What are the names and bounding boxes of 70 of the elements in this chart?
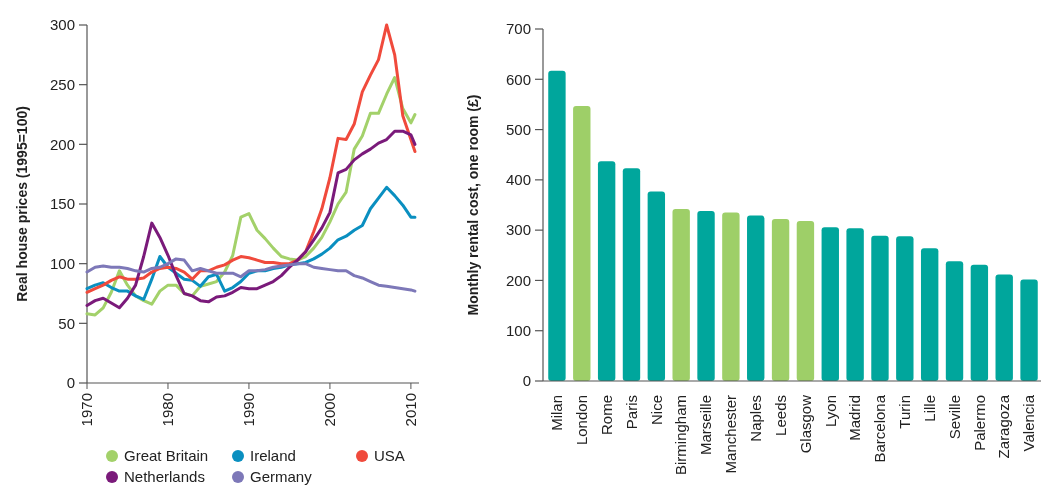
x-tick-label: Turin [896,395,914,429]
x-tick-label: Manchester [722,395,740,474]
bar [597,161,616,381]
x-tick-label: Leeds [771,395,789,436]
y-tick-label: 300 [49,16,75,34]
bar [573,105,591,381]
bar [796,221,815,381]
bar [945,261,964,381]
x-tick-label: Glasgow [796,394,814,454]
y-tick-label: 400 [505,171,531,189]
y-axis-title: Monthly rental cost, one room (£) [465,94,481,316]
x-tick-label: 2010 [402,393,420,427]
y-axis-title: Real house prices (1995=100) [14,106,30,302]
line-series [85,23,417,294]
legend-label: USA [374,447,405,465]
x-tick-label: 1990 [240,393,258,427]
bar [747,215,765,381]
legend-label: Netherlands [124,468,205,486]
bar [920,248,939,381]
x-tick-label: Lille [920,395,938,422]
x-tick-label: 2000 [321,393,339,427]
line-series [85,129,417,310]
x-tick-label: Lyon [821,395,839,427]
x-tick-label: London [573,395,591,446]
x-tick-label: Palermo [970,395,988,451]
y-tick-label: 0 [66,374,75,392]
x-tick-label: Zaragoza [995,394,1013,459]
bar [672,209,690,381]
y-tick-label: 150 [49,195,75,213]
x-tick-label: Birmingham [672,395,690,476]
x-tick-label: Paris [622,395,640,430]
y-tick-label: 300 [505,221,531,239]
x-tick-label: 1980 [159,393,177,427]
x-tick-label: Rome [597,395,615,436]
x-tick-label: Valencia [1020,394,1038,452]
bar [970,264,989,381]
y-tick-label: 700 [505,20,531,38]
bar [821,227,839,381]
x-tick-label: Naples [746,395,764,442]
x-tick-label: Marseille [697,395,715,456]
line-series [85,257,417,293]
legend-label: Germany [250,468,313,486]
y-tick-label: 0 [522,372,531,390]
bar [871,235,889,381]
bar [622,168,641,381]
y-tick-label: 600 [505,70,531,88]
x-tick-label: Seville [945,395,963,440]
y-tick-label: 200 [49,135,75,153]
legend-label: Ireland [250,447,296,465]
x-tick-label: Barcelona [871,394,889,463]
legend-label: Great Britain [124,447,209,465]
y-tick-label: 500 [505,120,531,138]
x-tick-label: 1970 [78,393,96,427]
bar [771,219,790,381]
y-tick-label: 200 [505,271,531,289]
bar [846,228,864,381]
bar [896,236,914,381]
bar [548,70,566,381]
y-tick-label: 100 [505,321,531,339]
bar [647,191,666,381]
bar [1020,279,1038,381]
x-tick-label: Madrid [846,395,864,441]
y-tick-label: 250 [49,75,75,93]
bar [722,212,740,381]
y-tick-label: 50 [58,314,75,332]
bar [995,274,1013,381]
x-tick-label: Nice [647,395,665,426]
y-tick-label: 100 [49,254,75,272]
x-tick-label: Milan [548,395,566,431]
bar [697,211,715,381]
